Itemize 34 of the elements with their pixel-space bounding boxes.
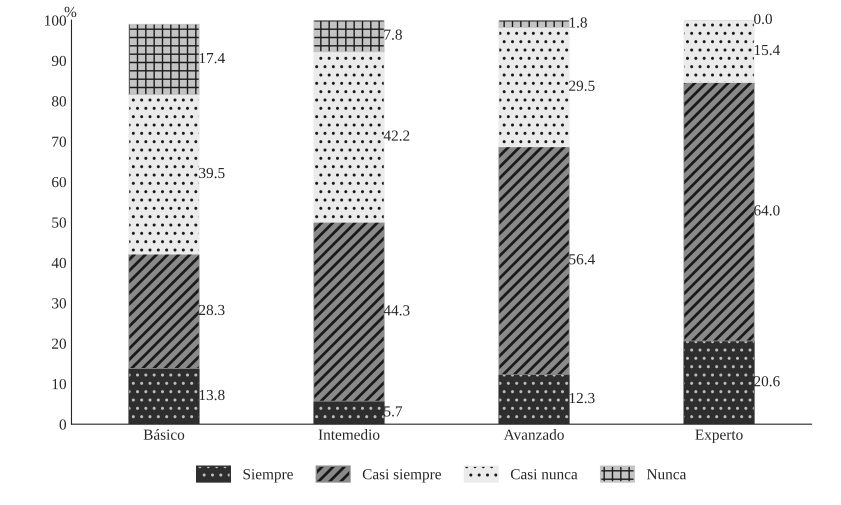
legend-label: Nunca [646, 469, 686, 480]
y-tick-label: 10 [52, 378, 66, 390]
data-label: 1.8 [570, 17, 587, 28]
data-label: 44.3 [384, 305, 410, 316]
y-tick-label: 60 [52, 176, 66, 188]
data-label: 0.0 [754, 14, 772, 24]
y-tick-label: 30 [52, 298, 66, 308]
x-tick-label: Intemedio [318, 429, 380, 440]
data-label: 15.4 [754, 44, 780, 56]
y-tick-label: 90 [52, 56, 66, 66]
data-label: 13.8 [200, 390, 225, 400]
legend-label: Casi siempre [362, 469, 441, 482]
data-label: 7.8 [384, 29, 402, 40]
y-tick-label: 70 [52, 136, 66, 147]
y-tick-label: 80 [52, 96, 66, 106]
data-label: 17.4 [200, 52, 225, 64]
x-tick-label: Avanzado [504, 429, 564, 440]
x-tick-label: Experto [695, 430, 743, 443]
data-label: 29.5 [569, 80, 595, 91]
data-label: 42.2 [384, 130, 410, 141]
y-tick-label: 0 [60, 419, 66, 430]
y-tick-label: 50 [52, 217, 66, 228]
data-label: 12.3 [570, 392, 595, 404]
data-label: 39.5 [199, 168, 225, 178]
x-tick-label: Básico [144, 429, 184, 440]
y-tick-label: 20 [52, 338, 66, 349]
legend-label: Casi nunca [510, 469, 578, 480]
y-tick-label: 100 [45, 15, 66, 26]
legend-label: Siempre [244, 469, 293, 482]
data-label: 28.3 [199, 304, 225, 316]
y-axis-title: % [64, 6, 76, 18]
data-label: 56.4 [569, 254, 595, 264]
y-tick-label: 40 [52, 258, 66, 268]
data-label: 64.0 [754, 205, 780, 216]
